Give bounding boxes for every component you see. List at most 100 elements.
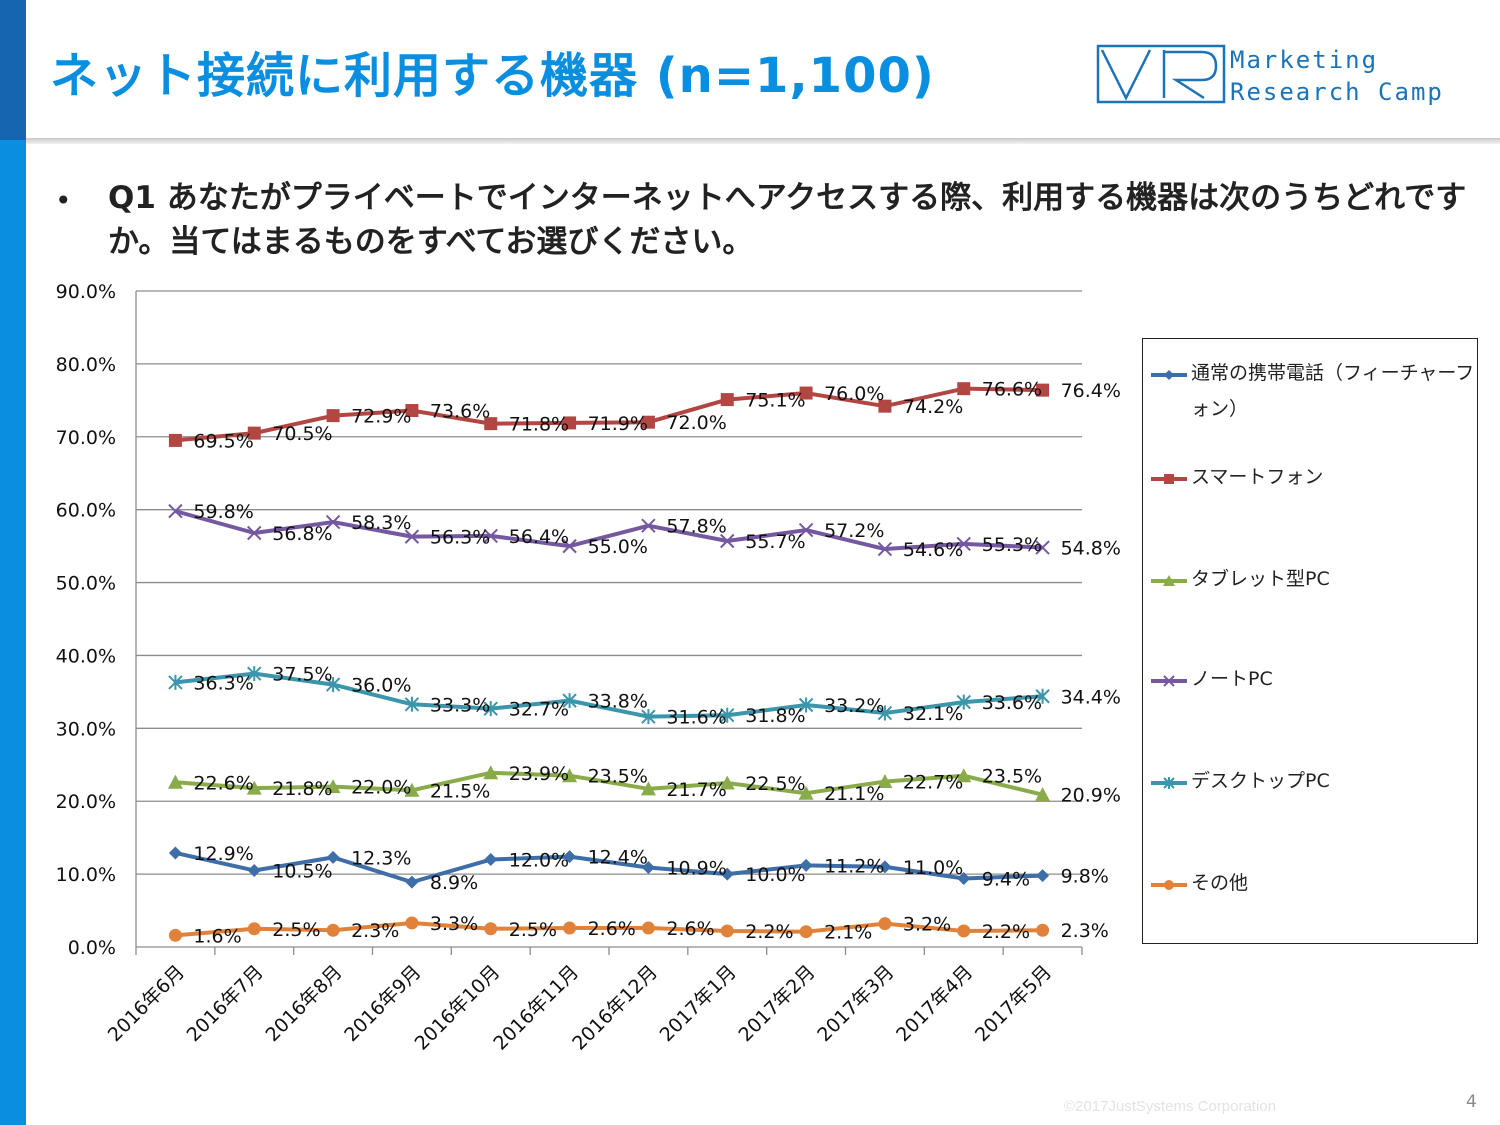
data-label-smartphone: 72.0% — [666, 412, 726, 434]
legend-swatch-icon — [1151, 575, 1187, 586]
data-label-feature-phone: 12.0% — [509, 850, 569, 872]
data-label-tablet: 21.7% — [666, 779, 726, 801]
data-point-smartphone — [957, 382, 971, 396]
data-point-smartphone — [484, 417, 498, 431]
data-point-desktop — [562, 693, 577, 709]
data-point-notebook — [877, 541, 893, 557]
y-tick-label: 90.0% — [56, 281, 116, 303]
data-label-desktop: 36.0% — [351, 675, 411, 697]
data-label-desktop: 34.4% — [1061, 686, 1121, 708]
x-tick-label: 2017年5月 — [971, 961, 1056, 1046]
data-point-other — [563, 921, 577, 935]
data-point-feature-phone — [799, 858, 813, 872]
bullet-icon: • — [55, 184, 72, 217]
legend-label: ノートPC — [1191, 668, 1273, 690]
data-point-other — [484, 922, 498, 936]
data-point-desktop — [168, 674, 183, 690]
data-label-notebook: 57.2% — [824, 520, 884, 542]
data-point-smartphone — [799, 386, 813, 400]
y-tick-label: 10.0% — [56, 864, 116, 886]
page-title: ネット接続に利用する機器 (n=1,100) — [50, 48, 935, 104]
data-label-tablet: 23.9% — [509, 763, 569, 785]
data-point-desktop — [798, 697, 814, 713]
legend-swatch-icon — [1151, 777, 1187, 789]
data-label-other: 2.3% — [351, 920, 399, 942]
data-label-tablet: 22.6% — [193, 772, 253, 794]
data-label-smartphone: 76.6% — [982, 379, 1042, 401]
data-label-desktop: 33.3% — [430, 694, 490, 716]
data-point-notebook — [720, 533, 735, 549]
data-point-notebook — [404, 529, 420, 544]
legend-item-smartphone: スマートフォン — [1143, 459, 1479, 499]
series-line-notebook — [174, 509, 1043, 552]
data-label-desktop: 33.2% — [824, 695, 884, 717]
left-accent-bar — [0, 0, 26, 1125]
data-label-smartphone: 76.0% — [824, 383, 884, 405]
data-label-other: 2.5% — [272, 919, 320, 941]
data-point-desktop — [877, 705, 893, 721]
data-label-smartphone: 72.9% — [351, 406, 411, 428]
data-label-other: 3.3% — [430, 913, 478, 935]
data-label-desktop: 33.6% — [982, 692, 1042, 714]
x-tick-label: 2016年8月 — [261, 961, 346, 1046]
data-point-smartphone — [563, 416, 577, 430]
series-line-smartphone — [175, 386, 1043, 443]
data-label-tablet: 22.5% — [745, 773, 805, 795]
data-label-feature-phone: 10.0% — [745, 864, 805, 886]
data-label-notebook: 59.8% — [193, 501, 253, 523]
data-label-desktop: 32.7% — [509, 699, 569, 721]
data-point-smartphone — [326, 409, 340, 423]
y-tick-label: 80.0% — [56, 354, 116, 376]
data-point-feature-phone — [641, 861, 655, 875]
data-point-desktop — [956, 694, 971, 710]
data-label-other: 2.5% — [509, 919, 557, 941]
data-label-tablet: 21.8% — [272, 778, 332, 800]
data-point-tablet — [483, 765, 499, 780]
data-point-notebook — [641, 518, 656, 533]
data-point-other — [878, 917, 892, 931]
x-tick-label: 2017年1月 — [656, 961, 741, 1046]
data-label-other: 2.1% — [824, 922, 872, 944]
data-point-notebook — [168, 503, 183, 519]
data-label-notebook: 56.4% — [509, 526, 569, 548]
y-tick-label: 70.0% — [56, 427, 116, 449]
data-label-notebook: 55.0% — [588, 536, 648, 558]
legend-label: スマートフォン — [1191, 466, 1324, 488]
data-point-feature-phone — [878, 860, 892, 874]
series-line-tablet — [175, 770, 1044, 797]
data-point-tablet — [877, 774, 893, 789]
data-label-desktop: 33.8% — [588, 691, 648, 713]
data-point-tablet — [404, 782, 420, 797]
data-point-smartphone — [168, 433, 182, 447]
data-point-tablet — [325, 779, 341, 794]
mrc-logo-icon — [1096, 44, 1226, 104]
data-label-notebook: 57.8% — [666, 516, 726, 538]
y-tick-label: 50.0% — [56, 573, 116, 595]
data-label-notebook: 58.3% — [351, 512, 411, 534]
data-point-tablet — [719, 775, 735, 790]
data-label-smartphone: 74.2% — [903, 396, 963, 418]
data-label-other: 2.2% — [982, 921, 1030, 943]
x-tick-label: 2017年2月 — [734, 961, 819, 1046]
data-point-tablet — [640, 781, 656, 796]
data-point-feature-phone — [247, 863, 261, 877]
legend-item-tablet: タブレット型PC — [1143, 561, 1479, 601]
data-label-desktop: 31.6% — [666, 707, 726, 729]
y-tick-label: 40.0% — [56, 645, 116, 667]
data-label-tablet: 23.5% — [588, 766, 648, 788]
data-label-smartphone: 70.5% — [272, 423, 332, 445]
data-label-other: 2.6% — [588, 918, 636, 940]
data-label-desktop: 31.8% — [745, 705, 805, 727]
data-point-feature-phone — [957, 871, 971, 885]
data-label-feature-phone: 8.9% — [430, 872, 478, 894]
x-tick-label: 2017年4月 — [892, 961, 977, 1046]
data-label-smartphone: 73.6% — [430, 401, 490, 423]
data-label-notebook: 56.8% — [272, 523, 332, 545]
data-point-notebook — [562, 538, 577, 554]
series-line-other — [175, 920, 1043, 938]
data-point-desktop — [325, 677, 341, 693]
data-label-notebook: 55.7% — [745, 531, 805, 553]
legend-swatch-icon — [1151, 880, 1187, 890]
data-point-smartphone — [247, 426, 261, 440]
